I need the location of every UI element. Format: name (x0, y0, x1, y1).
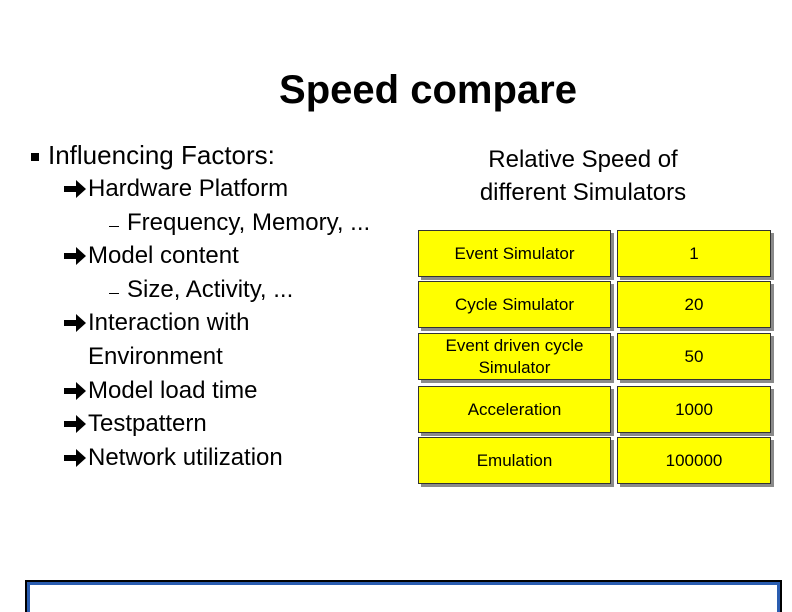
right-heading-line: different Simulators (479, 179, 687, 206)
list-item-text: Network utilization (88, 443, 283, 471)
cell-text: 50 (684, 346, 704, 366)
table-cell: 1 (617, 230, 771, 277)
left-heading: Influencing Factors: (48, 140, 275, 170)
dash-bullet (109, 225, 119, 227)
arrow-bullet (64, 314, 86, 333)
bullet (31, 153, 39, 161)
list-item-text: Interaction with (88, 309, 250, 337)
dash-bullet (109, 292, 119, 294)
table-cell: Cycle Simulator (418, 281, 611, 328)
arrow-bullet (64, 247, 86, 266)
cell-text: 1000 (675, 399, 713, 419)
arrow-bullet (64, 415, 86, 434)
arrow-bullet (64, 381, 86, 400)
list-item-text: Testpattern (88, 410, 207, 438)
list-item-text: Frequency, Memory, ... (127, 208, 371, 236)
list-item-text: Environment (88, 343, 223, 370)
table-cell: Event driven cycle Simulator (418, 333, 611, 380)
table-cell: 100000 (617, 437, 771, 484)
cell-text: Emulation (476, 450, 553, 470)
slide-title: Speed compare (279, 68, 577, 112)
cell-text: 1 (689, 243, 699, 263)
table-cell: Emulation (418, 437, 611, 484)
cell-text: Simulator (478, 357, 551, 377)
cell-text: 20 (684, 294, 704, 314)
cell-text: Cycle Simulator (454, 294, 575, 314)
right-heading-line: Relative Speed of (488, 146, 678, 173)
list-item-text: Model load time (88, 376, 258, 404)
table-cell: Acceleration (418, 386, 611, 433)
list-item-text: Hardware Platform (88, 175, 289, 202)
list-item-text: Size, Activity, ... (127, 275, 294, 303)
table-cell: 1000 (617, 386, 771, 433)
table-cell: 20 (617, 281, 771, 328)
cell-text: Event Simulator (454, 243, 575, 263)
footer-box (25, 580, 782, 612)
arrow-bullet (64, 448, 86, 467)
cell-text: 100000 (665, 450, 723, 470)
cell-text: Event driven cycle (445, 335, 584, 355)
table-cell: 50 (617, 333, 771, 380)
arrow-bullet (64, 180, 86, 198)
list-item-text: Model content (88, 242, 239, 270)
cell-text: Acceleration (467, 399, 562, 419)
table-cell: Event Simulator (418, 230, 611, 277)
